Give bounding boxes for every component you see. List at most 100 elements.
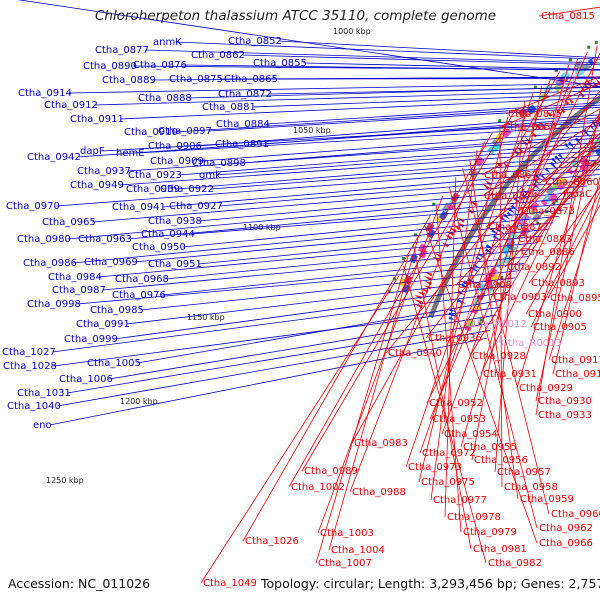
gene-label[interactable]: Ctha_0908 (458, 280, 512, 291)
gene-label[interactable]: Ctha_0930 (538, 396, 592, 407)
gene-label[interactable]: Ctha_0931 (483, 369, 537, 380)
gene-label[interactable]: Ctha_0965 (42, 217, 96, 228)
gene-label[interactable]: Ctha_0972 (422, 448, 476, 459)
gene-label[interactable]: Ctha_0936 (428, 333, 482, 344)
gene-label[interactable]: Ctha_0909 (150, 156, 204, 167)
gene-label[interactable]: Ctha_0942 (27, 152, 81, 163)
gene-label[interactable]: Ctha_R0013 (501, 338, 562, 349)
gene-label[interactable]: Ctha_0954 (444, 429, 498, 440)
gene-label[interactable]: Ctha_0919 (555, 369, 600, 380)
gene-label[interactable]: Ctha_0900 (528, 309, 582, 320)
gene-label[interactable]: Ctha_0865 (224, 74, 278, 85)
gene-label[interactable]: Ctha_0986 (23, 258, 77, 269)
gene-label[interactable]: Ctha_0927 (169, 201, 223, 212)
gene-label[interactable]: Ctha_0944 (141, 229, 195, 240)
gene-label[interactable]: Ctha_0977 (433, 495, 487, 506)
gene-label[interactable]: Ctha_0959 (520, 494, 574, 505)
gene-label[interactable]: Ctha_0923 (128, 170, 182, 181)
gene-label[interactable]: Ctha_0983 (354, 438, 408, 449)
gene-label[interactable]: Ctha_0886 (521, 247, 575, 258)
gene-label[interactable]: Ctha_0928 (472, 351, 526, 362)
gene-label[interactable]: Ctha_0955 (463, 442, 517, 453)
gene-label[interactable]: Ctha_0982 (488, 558, 542, 569)
gene-label[interactable]: Ctha_0877 (95, 45, 149, 56)
gene-label[interactable]: Ctha_0893 (531, 278, 585, 289)
gene-label[interactable]: dapF (80, 146, 105, 157)
gene-label[interactable]: Ctha_0980 (17, 234, 71, 245)
gene-label[interactable]: Ctha_0933 (538, 410, 592, 421)
gene-label[interactable]: Ctha_0876 (133, 60, 187, 71)
gene-label[interactable]: Ctha_0887 (488, 222, 542, 233)
gene-label[interactable]: Ctha_0910 (124, 127, 178, 138)
gene-label[interactable]: Ctha_1040 (7, 401, 61, 412)
gene-label[interactable]: Ctha_0906 (148, 141, 202, 152)
gene-label[interactable]: Ctha_1031 (17, 388, 71, 399)
gene-label[interactable]: Ctha_0998 (27, 299, 81, 310)
gene-label[interactable]: Ctha_0888 (138, 93, 192, 104)
gene-label[interactable]: Ctha_1004 (331, 545, 385, 556)
gene-label[interactable]: Ctha_0941 (112, 202, 166, 213)
gene-label[interactable]: anmK (153, 37, 182, 48)
gene-label[interactable]: Ctha_0884 (216, 119, 270, 130)
gene-labels[interactable]: anmK Ctha_0877 Ctha_0852 Ctha_0862 Ctha_0890… (2, 11, 600, 589)
gene-label[interactable]: Ctha_0852 (228, 36, 282, 47)
gene-label[interactable]: Ctha_0873 (521, 206, 575, 217)
gene-label[interactable]: Ctha_0860 (545, 177, 599, 188)
gene-label[interactable]: Ctha_0989 (304, 466, 358, 477)
gene-label[interactable]: Ctha_0969 (84, 257, 138, 268)
gene-label[interactable]: Ctha_0898 (192, 158, 246, 169)
gene-label[interactable]: Ctha_0895 (550, 293, 600, 304)
gene-label[interactable]: Ctha_0973 (408, 462, 462, 473)
gene-label[interactable]: Ctha_0889 (102, 75, 156, 86)
gene-label[interactable]: Ctha_0949 (70, 180, 124, 191)
gene-label[interactable]: Ctha_0984 (48, 272, 102, 283)
gene-label[interactable]: Ctha_0952 (429, 398, 483, 409)
gene-label[interactable]: moaC (563, 189, 592, 200)
gene-label[interactable]: Ctha_0985 (90, 305, 144, 316)
gene-label[interactable]: eno (33, 420, 52, 431)
gene-label[interactable]: Ctha_0981 (473, 544, 527, 555)
gene-label[interactable]: Ctha_1049 (203, 578, 257, 589)
gene-label[interactable]: gmk (199, 170, 221, 181)
gene-label[interactable]: Ctha_0891 (215, 139, 269, 150)
gene-label[interactable]: Ctha_R0012 (466, 319, 527, 330)
gene-label[interactable]: Ctha_0966 (539, 538, 593, 549)
gene-label[interactable]: Ctha_1002 (291, 482, 345, 493)
gene-label[interactable]: Ctha_1006 (59, 374, 113, 385)
gene-label[interactable]: Ctha_0917 (551, 355, 600, 366)
gene-label[interactable]: Ctha_0968 (115, 274, 169, 285)
gene-label[interactable]: Ctha_0872 (218, 89, 272, 100)
gene-label[interactable]: Ctha_0960 (551, 509, 600, 520)
gene-label[interactable]: Ctha_0914 (18, 88, 72, 99)
gene-label[interactable]: Ctha_0979 (463, 527, 517, 538)
gene-label[interactable]: Ctha_0987 (52, 285, 106, 296)
gene-label[interactable]: Ctha_0953 (432, 414, 486, 425)
gene-label[interactable]: Ctha_0940 (388, 348, 442, 359)
gene-label[interactable]: Ctha_0845 (508, 109, 562, 120)
gene-label[interactable]: Ctha_0905 (533, 322, 587, 333)
gene-label[interactable]: Ctha_0950 (132, 242, 186, 253)
gene-label[interactable]: Ctha_0875 (169, 74, 223, 85)
gene-label[interactable]: Ctha_0892 (507, 262, 561, 273)
gene-label[interactable]: Ctha_0897 (158, 126, 212, 137)
gene-label[interactable]: Ctha_1028 (3, 361, 57, 372)
gene-label[interactable]: Ctha_0957 (497, 467, 551, 478)
gene-label[interactable]: Ctha_0922 (160, 184, 214, 195)
gene-label[interactable]: Ctha_0938 (148, 216, 202, 227)
gene-label[interactable]: Ctha_0976 (112, 290, 166, 301)
gene-label[interactable]: Ctha_0929 (519, 383, 573, 394)
gene-label[interactable]: Ctha_0956 (474, 455, 528, 466)
gene-label[interactable]: Ctha_0975 (421, 477, 475, 488)
gene-label[interactable]: Ctha_1003 (320, 528, 374, 539)
gene-label[interactable]: Ctha_0988 (352, 487, 406, 498)
gene-label[interactable]: Ctha_0951 (148, 259, 202, 270)
gene-label[interactable]: Ctha_0962 (539, 523, 593, 534)
gene-label[interactable]: Ctha_0855 (253, 58, 307, 69)
gene-label[interactable]: Ctha_0874 (484, 191, 538, 202)
gene-label[interactable]: Ctha_0883 (518, 234, 572, 245)
gene-label[interactable]: Ctha_0815 (541, 11, 595, 22)
gene-label[interactable]: Ctha_0890 (83, 61, 137, 72)
gene-label[interactable]: Ctha_0867 (484, 170, 538, 181)
gene-label[interactable]: Ctha_0912 (44, 100, 98, 111)
gene-label[interactable]: Ctha_0854 (503, 122, 557, 133)
